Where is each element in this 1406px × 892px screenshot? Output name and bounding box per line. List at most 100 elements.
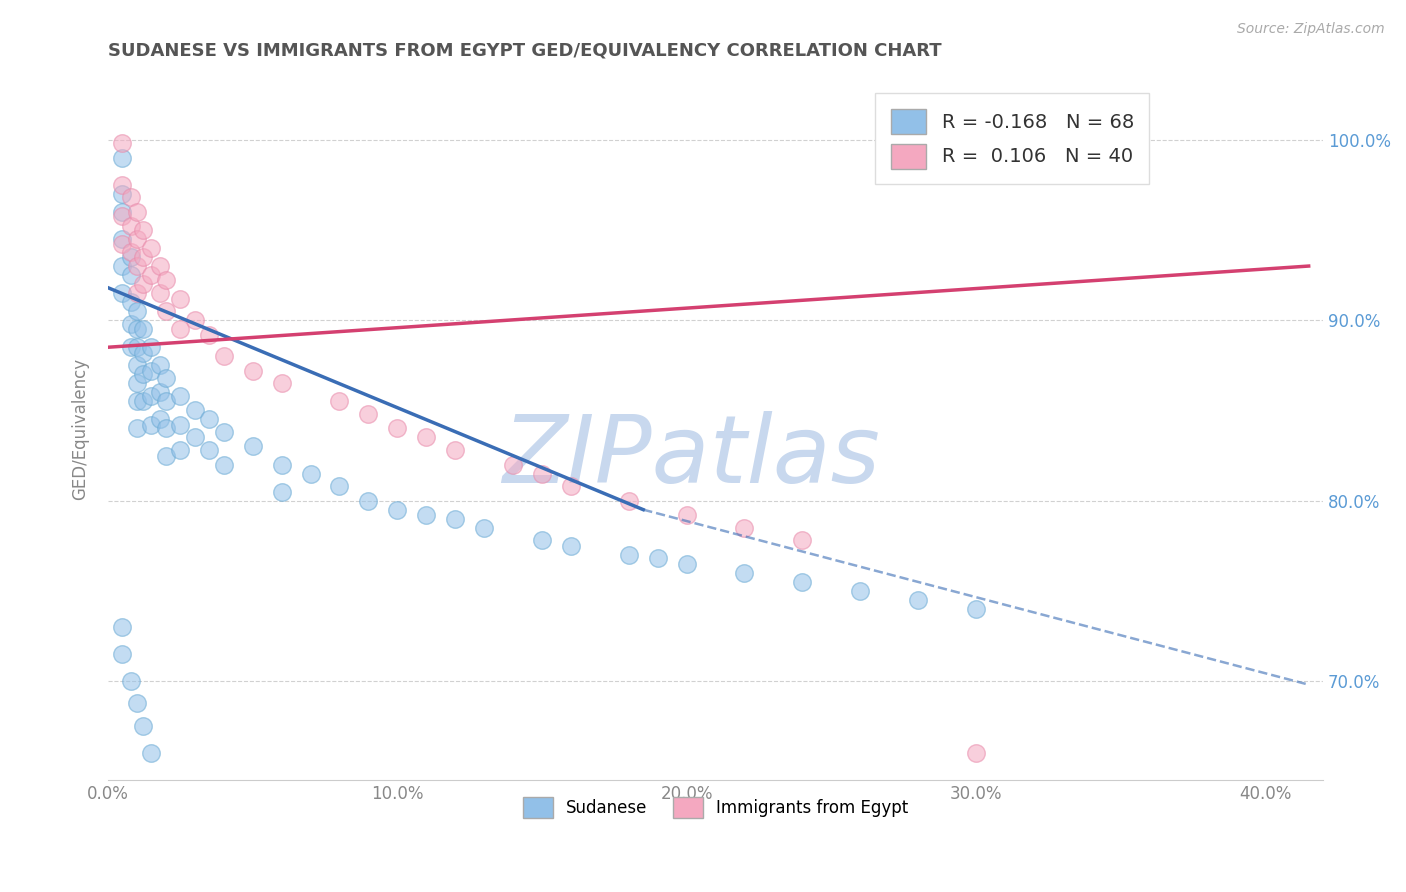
Point — [155, 371, 177, 385]
Point — [184, 430, 207, 444]
Point — [141, 417, 163, 432]
Point — [120, 295, 142, 310]
Point — [120, 317, 142, 331]
Point — [141, 340, 163, 354]
Legend: Sudanese, Immigrants from Egypt: Sudanese, Immigrants from Egypt — [516, 790, 915, 825]
Point — [328, 394, 350, 409]
Point — [198, 412, 221, 426]
Point — [734, 566, 756, 580]
Point — [131, 345, 153, 359]
Point — [242, 364, 264, 378]
Point — [270, 458, 292, 472]
Point — [169, 443, 191, 458]
Point — [242, 440, 264, 454]
Point — [111, 259, 134, 273]
Point — [120, 244, 142, 259]
Point — [111, 151, 134, 165]
Point — [415, 430, 437, 444]
Point — [111, 186, 134, 201]
Point — [141, 389, 163, 403]
Point — [444, 511, 467, 525]
Point — [131, 277, 153, 291]
Point — [111, 205, 134, 219]
Point — [560, 539, 582, 553]
Point — [155, 273, 177, 287]
Y-axis label: GED/Equivalency: GED/Equivalency — [72, 358, 89, 500]
Point — [675, 508, 697, 522]
Point — [125, 232, 148, 246]
Point — [472, 521, 495, 535]
Point — [907, 592, 929, 607]
Point — [387, 421, 409, 435]
Point — [647, 551, 669, 566]
Point — [120, 340, 142, 354]
Point — [125, 304, 148, 318]
Point — [849, 583, 872, 598]
Point — [131, 719, 153, 733]
Point — [141, 746, 163, 760]
Point — [149, 385, 172, 400]
Point — [125, 205, 148, 219]
Point — [212, 458, 235, 472]
Point — [131, 368, 153, 382]
Point — [120, 250, 142, 264]
Point — [155, 449, 177, 463]
Point — [141, 241, 163, 255]
Point — [131, 223, 153, 237]
Point — [415, 508, 437, 522]
Point — [149, 259, 172, 273]
Point — [155, 304, 177, 318]
Point — [125, 340, 148, 354]
Point — [169, 292, 191, 306]
Text: ZIPatlas: ZIPatlas — [502, 411, 880, 502]
Point — [675, 557, 697, 571]
Point — [387, 502, 409, 516]
Point — [111, 620, 134, 634]
Point — [111, 232, 134, 246]
Point — [155, 394, 177, 409]
Point — [169, 389, 191, 403]
Point — [184, 313, 207, 327]
Point — [357, 493, 380, 508]
Point — [120, 674, 142, 689]
Point — [131, 394, 153, 409]
Point — [792, 574, 814, 589]
Point — [560, 479, 582, 493]
Point — [111, 286, 134, 301]
Point — [270, 484, 292, 499]
Point — [149, 359, 172, 373]
Point — [125, 259, 148, 273]
Point — [111, 237, 134, 252]
Point — [125, 696, 148, 710]
Point — [120, 268, 142, 282]
Point — [530, 533, 553, 548]
Point — [965, 602, 987, 616]
Point — [125, 421, 148, 435]
Point — [125, 359, 148, 373]
Point — [125, 376, 148, 391]
Point — [169, 322, 191, 336]
Point — [444, 443, 467, 458]
Point — [617, 548, 640, 562]
Point — [131, 322, 153, 336]
Point — [198, 443, 221, 458]
Point — [125, 286, 148, 301]
Point — [328, 479, 350, 493]
Point — [120, 219, 142, 234]
Point — [125, 394, 148, 409]
Point — [120, 190, 142, 204]
Point — [169, 417, 191, 432]
Point — [111, 647, 134, 661]
Point — [155, 421, 177, 435]
Point — [149, 286, 172, 301]
Point — [734, 521, 756, 535]
Point — [270, 376, 292, 391]
Point — [792, 533, 814, 548]
Point — [357, 407, 380, 421]
Point — [111, 209, 134, 223]
Point — [141, 268, 163, 282]
Point — [212, 425, 235, 439]
Point — [198, 327, 221, 342]
Point — [149, 412, 172, 426]
Point — [125, 322, 148, 336]
